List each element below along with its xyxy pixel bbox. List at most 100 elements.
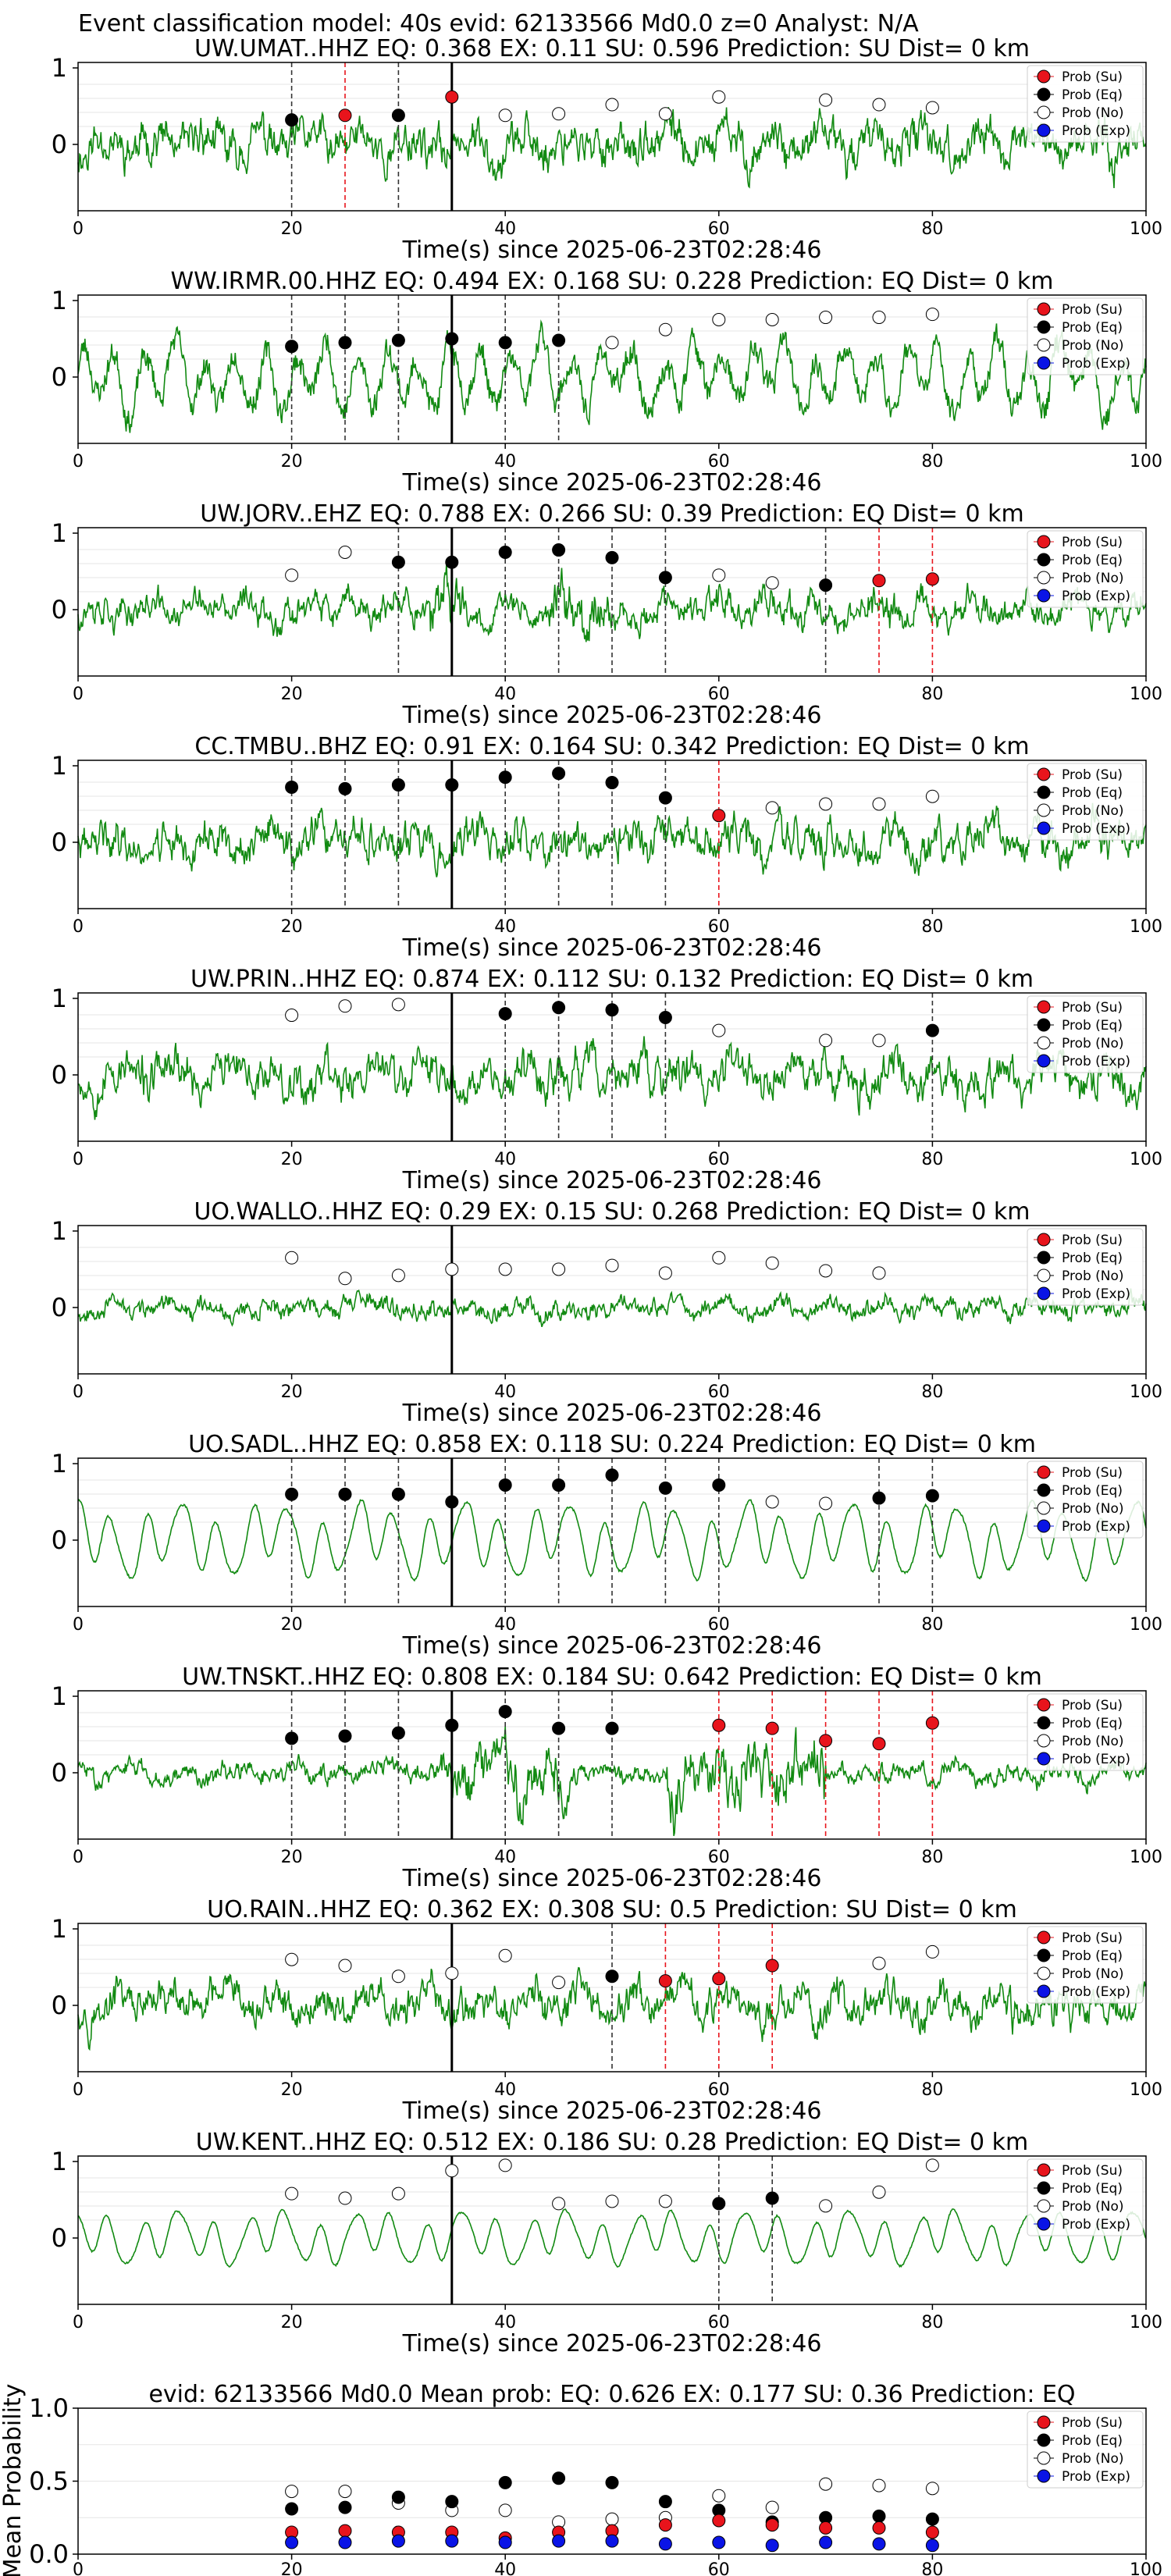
x-tick-label: 40 [494,685,516,704]
summary-panel: evid: 62133566 Md0.0 Mean prob: EQ: 0.62… [0,2381,1162,2576]
y-tick-label: 0 [52,362,67,392]
x-tick-label: 100 [1130,1382,1162,1402]
figure-title: Event classification model: 40s evid: 62… [78,10,919,37]
x-axis-label: Time(s) since 2025-06-23T02:28:46 [402,1400,822,1427]
panel-8: UW.TNSKT..HHZ EQ: 0.808 EX: 0.184 SU: 0.… [52,1663,1162,1892]
panel-title: UW.UMAT..HHZ EQ: 0.368 EX: 0.11 SU: 0.59… [194,35,1030,62]
prob-point-no [658,1266,672,1280]
x-tick-label: 0 [73,1150,84,1169]
mean-prob-point-exp [285,2535,299,2549]
legend-box [1027,2411,1144,2489]
prob-point-eq [391,1487,405,1501]
legend-marker [1037,553,1051,567]
y-tick-label: 1 [52,1449,67,1478]
legend-box [1027,1461,1144,1539]
mean-prob-point-exp [872,2537,886,2551]
prob-point-su [872,1737,886,1751]
prob-point-no [605,1258,619,1272]
y-tick-label: 0 [52,827,67,857]
x-tick-label: 100 [1130,2080,1162,2100]
x-tick-label: 0 [73,219,84,239]
panel-title: UO.RAIN..HHZ EQ: 0.362 EX: 0.308 SU: 0.5… [207,1896,1017,1923]
legend-marker [1037,1000,1051,1014]
prob-point-no [445,1262,459,1276]
prob-point-no [765,1256,779,1270]
x-tick-label: 20 [281,2560,303,2576]
panel-2: WW.IRMR.00.HHZ EQ: 0.494 EX: 0.168 SU: 0… [52,268,1162,496]
prob-point-eq [925,1489,939,1503]
prob-point-eq [338,781,352,795]
mean-prob-point-exp [552,2534,566,2548]
x-tick-label: 60 [708,1848,730,1867]
y-tick-label: 0 [52,595,67,624]
mean-prob-point-su [712,2514,726,2528]
prob-point-eq [498,336,512,350]
panel-1: UW.UMAT..HHZ EQ: 0.368 EX: 0.11 SU: 0.59… [52,35,1162,264]
legend-label: Prob (Eq) [1062,320,1123,336]
prob-point-eq [605,1468,619,1482]
legend-label: Prob (Su) [1062,1000,1123,1016]
legend-marker [1037,589,1051,603]
x-tick-label: 20 [281,219,303,239]
prob-point-eq [658,1481,672,1495]
prob-point-no [872,1034,886,1048]
x-tick-label: 40 [494,2560,516,2576]
mean-prob-point-exp [712,2535,726,2549]
legend-marker [1037,320,1051,334]
legend-label: Prob (Exp) [1062,821,1130,837]
prob-point-no [819,2199,833,2213]
prob-point-no [658,107,672,121]
legend-label: Prob (No) [1062,1734,1124,1749]
legend-marker [1037,2217,1051,2231]
panel-title: WW.IRMR.00.HHZ EQ: 0.494 EX: 0.168 SU: 0… [171,268,1054,295]
panel-frame [77,2155,1147,2305]
x-axis-label: Time(s) since 2025-06-23T02:28:46 [402,469,822,496]
mean-prob-point-exp [605,2534,619,2548]
y-tick-label: 0.0 [29,2539,69,2569]
prob-point-no [872,797,886,811]
legend-label: Prob (Su) [1062,1233,1123,1248]
legend-marker [1037,1465,1051,1479]
x-tick-label: 80 [921,219,943,239]
legend-label: Prob (Eq) [1062,1483,1123,1499]
prob-point-no [925,308,939,322]
summary-y-axis-label: Mean Probability [0,2384,27,2576]
mean-prob-point-eq [552,2471,566,2485]
prob-point-eq [445,555,459,569]
legend-marker [1037,2181,1051,2195]
mean-prob-point-no [498,2503,512,2517]
x-tick-label: 20 [281,1848,303,1867]
prob-point-eq [658,571,672,585]
prob-point-no [285,1952,299,1966]
y-tick-label: 0 [52,1758,67,1788]
prob-point-no [872,98,886,112]
mean-prob-point-eq [658,2495,672,2509]
x-tick-label: 60 [708,452,730,471]
legend-marker [1037,1054,1051,1068]
mean-prob-point-eq [872,2509,886,2523]
panel-title: UO.WALLO..HHZ EQ: 0.29 EX: 0.15 SU: 0.26… [194,1198,1030,1226]
x-tick-label: 60 [708,1382,730,1402]
x-tick-label: 0 [73,917,84,937]
prob-point-su [658,1974,672,1988]
x-tick-label: 60 [708,2560,730,2576]
waveform-trace [77,107,1147,189]
x-tick-label: 0 [73,1848,84,1867]
mean-prob-point-no [819,2477,833,2491]
x-tick-label: 0 [73,685,84,704]
prob-point-no [925,101,939,115]
legend-marker [1037,1483,1051,1497]
panel-title: CC.TMBU..BHZ EQ: 0.91 EX: 0.164 SU: 0.34… [194,733,1029,760]
prob-point-no [765,576,779,590]
legend-box [1027,65,1144,143]
prob-point-su [338,109,352,123]
prob-point-no [498,1262,512,1276]
prob-point-eq [605,1003,619,1017]
prob-point-no [391,1969,405,1984]
x-tick-label: 40 [494,1382,516,1402]
legend-marker [1037,1966,1051,1980]
x-tick-label: 60 [708,2080,730,2100]
legend-box [1027,297,1144,375]
x-tick-label: 60 [708,1150,730,1169]
x-axis-label: Time(s) since 2025-06-23T02:28:46 [402,702,822,729]
